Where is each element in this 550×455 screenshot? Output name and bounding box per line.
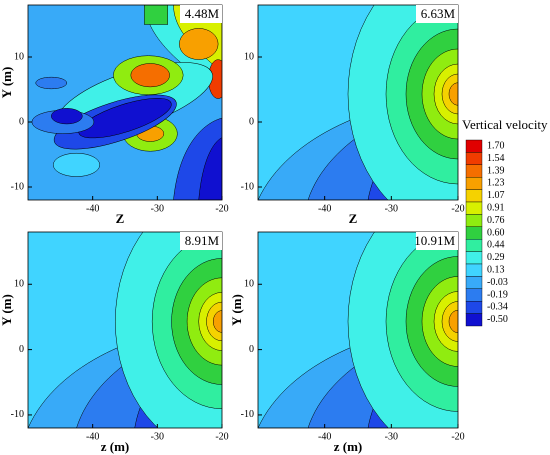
x-tick-label: -20 bbox=[451, 431, 464, 442]
colorbar-title: Vertical velocity bbox=[462, 117, 548, 132]
colorbar-swatch bbox=[465, 214, 483, 227]
colorbar-label: 0.60 bbox=[487, 227, 505, 238]
y-tick-label: 10 bbox=[14, 51, 24, 62]
panel-label: 6.63M bbox=[421, 6, 456, 21]
colorbar-swatch bbox=[465, 238, 483, 252]
contour-field bbox=[258, 232, 458, 428]
y-tick-label: 10 bbox=[14, 279, 24, 290]
colorbar-label: 1.70 bbox=[487, 140, 505, 151]
colorbar-label: 0.91 bbox=[487, 202, 505, 213]
x-tick-label: -40 bbox=[318, 431, 331, 442]
x-tick-label: -30 bbox=[385, 203, 398, 214]
y-tick-label: -10 bbox=[241, 181, 254, 192]
panel-label: 4.48M bbox=[185, 6, 220, 21]
x-tick-label: -30 bbox=[385, 431, 398, 442]
panel-label: 8.91M bbox=[185, 233, 220, 248]
x-axis-label: z (m) bbox=[101, 439, 130, 454]
colorbar-swatch bbox=[465, 201, 483, 215]
colorbar-swatch bbox=[465, 288, 483, 302]
x-tick-label: -20 bbox=[215, 431, 228, 442]
y-tick-label: 10 bbox=[244, 279, 254, 290]
colorbar-label: -0.50 bbox=[487, 314, 508, 325]
y-axis-label: Y (m) bbox=[229, 294, 244, 326]
x-tick-label: -40 bbox=[86, 203, 99, 214]
x-tick-label: -20 bbox=[215, 203, 228, 214]
plot-frame bbox=[257, 4, 459, 201]
colorbar-swatch bbox=[465, 189, 483, 203]
y-tick-label: 0 bbox=[249, 116, 254, 127]
y-tick-label: 0 bbox=[19, 344, 24, 355]
colorbar-swatch bbox=[465, 139, 483, 153]
colorbar-swatch bbox=[465, 301, 483, 314]
colorbar-swatch bbox=[465, 276, 483, 289]
colorbar-label: 0.44 bbox=[487, 240, 505, 251]
contour-field bbox=[258, 5, 458, 200]
colorbar-swatch bbox=[465, 251, 483, 265]
contour-field bbox=[28, 232, 222, 428]
colorbar-label: 1.07 bbox=[487, 190, 505, 201]
colorbar-label: -0.34 bbox=[487, 302, 508, 313]
x-tick-label: -30 bbox=[151, 203, 164, 214]
y-axis-label: Y (m) bbox=[0, 67, 14, 99]
colorbar-swatch bbox=[465, 226, 483, 240]
colorbar-label: -0.03 bbox=[487, 277, 508, 288]
colorbar-swatch bbox=[465, 263, 483, 277]
colorbar-label: 1.39 bbox=[487, 165, 505, 176]
plot-frame bbox=[27, 4, 223, 201]
y-tick-label: -10 bbox=[11, 181, 24, 192]
colorbar-label: 1.23 bbox=[487, 178, 505, 189]
colorbar-swatch bbox=[465, 164, 483, 178]
contour-field bbox=[28, 5, 222, 200]
y-axis-label: Y (m) bbox=[0, 294, 14, 326]
x-axis-label: z (m) bbox=[334, 439, 363, 454]
y-tick-label: -10 bbox=[11, 409, 24, 420]
x-tick-label: -30 bbox=[151, 431, 164, 442]
y-tick-label: 0 bbox=[19, 116, 24, 127]
colorbar-swatch bbox=[465, 152, 483, 165]
colorbar-label: 1.54 bbox=[487, 153, 505, 164]
panel-label: 10.91M bbox=[414, 233, 455, 248]
colorbar-label: 0.76 bbox=[487, 215, 505, 226]
y-tick-label: -10 bbox=[241, 409, 254, 420]
x-tick-label: -40 bbox=[86, 431, 99, 442]
y-tick-label: 0 bbox=[249, 344, 254, 355]
plot-frame bbox=[257, 231, 459, 429]
x-tick-label: -40 bbox=[318, 203, 331, 214]
plot-frame bbox=[27, 231, 223, 429]
y-tick-label: 10 bbox=[244, 51, 254, 62]
colorbar-label: -0.19 bbox=[487, 289, 508, 300]
x-axis-label: Z bbox=[116, 211, 125, 226]
colorbar-swatch bbox=[465, 176, 483, 190]
x-axis-label: Z bbox=[349, 211, 358, 226]
colorbar-label: 0.13 bbox=[487, 264, 505, 275]
x-tick-label: -20 bbox=[451, 203, 464, 214]
colorbar-swatch bbox=[465, 313, 483, 327]
colorbar-label: 0.29 bbox=[487, 252, 505, 263]
